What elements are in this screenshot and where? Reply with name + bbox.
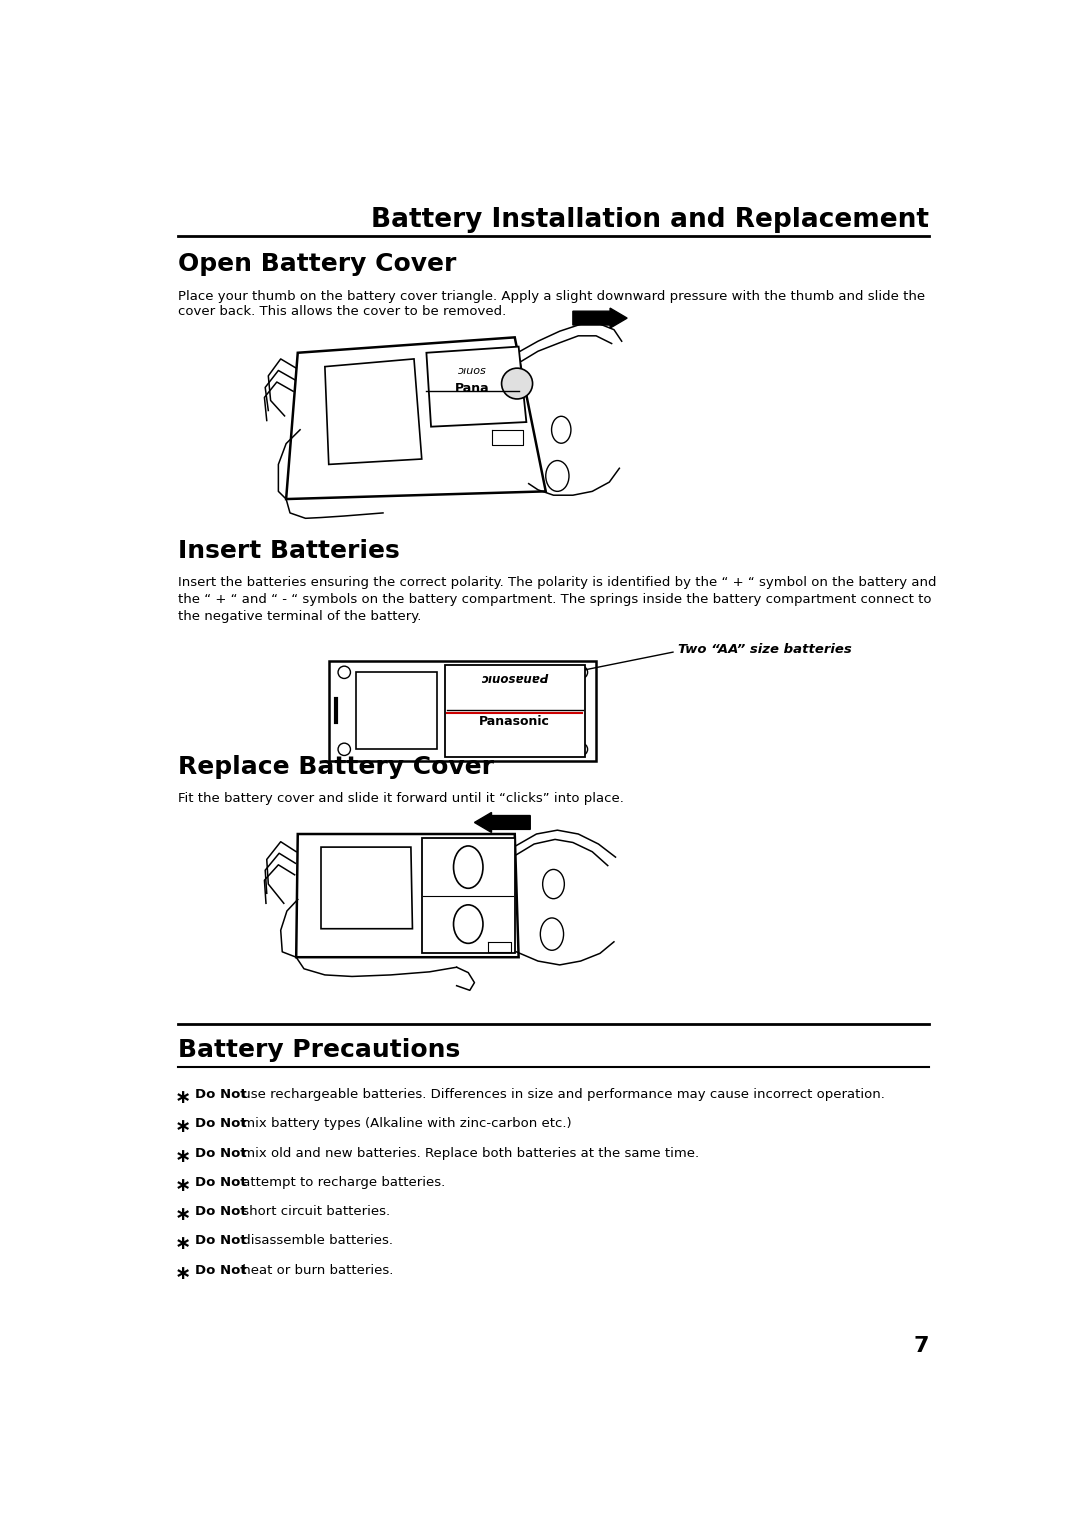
Text: Insert the batteries ensuring the correct polarity. The polarity is identified b: Insert the batteries ensuring the correc…	[177, 576, 936, 590]
Text: ∗: ∗	[175, 1088, 191, 1108]
Polygon shape	[325, 359, 422, 465]
Polygon shape	[328, 660, 596, 761]
Text: Insert Batteries: Insert Batteries	[177, 539, 400, 564]
Text: Do Not: Do Not	[195, 1235, 247, 1247]
Text: Open Battery Cover: Open Battery Cover	[177, 252, 456, 277]
Text: the negative terminal of the battery.: the negative terminal of the battery.	[177, 610, 421, 623]
Text: Battery Precautions: Battery Precautions	[177, 1038, 460, 1062]
Polygon shape	[356, 672, 437, 749]
Text: Replace Battery Cover: Replace Battery Cover	[177, 755, 494, 779]
Text: short circuit batteries.: short circuit batteries.	[238, 1206, 390, 1218]
Text: Do Not: Do Not	[195, 1264, 247, 1277]
Text: Do Not: Do Not	[195, 1206, 247, 1218]
Text: use rechargeable batteries. Differences in size and performance may cause incorr: use rechargeable batteries. Differences …	[238, 1088, 885, 1102]
Text: Place your thumb on the battery cover triangle. Apply a slight downward pressure: Place your thumb on the battery cover tr…	[177, 290, 924, 303]
Text: cover back. This allows the cover to be removed.: cover back. This allows the cover to be …	[177, 306, 505, 318]
Text: Battery Installation and Replacement: Battery Installation and Replacement	[372, 208, 930, 234]
Polygon shape	[321, 847, 413, 929]
Text: Do Not: Do Not	[195, 1177, 247, 1189]
FancyArrow shape	[572, 309, 627, 329]
Text: mix old and new batteries. Replace both batteries at the same time.: mix old and new batteries. Replace both …	[238, 1146, 699, 1160]
Polygon shape	[296, 834, 518, 957]
Text: ∗: ∗	[175, 1264, 191, 1282]
Polygon shape	[445, 665, 584, 756]
Polygon shape	[422, 837, 515, 953]
Text: ∗: ∗	[175, 1146, 191, 1166]
Polygon shape	[286, 338, 545, 500]
Text: Two “AA” size batteries: Two “AA” size batteries	[677, 643, 851, 656]
Text: the “ + “ and “ - “ symbols on the battery compartment. The springs inside the b: the “ + “ and “ - “ symbols on the batte…	[177, 593, 931, 607]
Text: Panasonic: Panasonic	[480, 715, 550, 727]
Text: Do Not: Do Not	[195, 1146, 247, 1160]
FancyArrow shape	[474, 813, 530, 833]
Text: ɔıuosɐuɐԀ: ɔıuosɐuɐԀ	[481, 672, 549, 686]
Text: Do Not: Do Not	[195, 1117, 247, 1131]
Text: attempt to recharge batteries.: attempt to recharge batteries.	[238, 1177, 445, 1189]
Circle shape	[501, 368, 532, 399]
Text: Fit the battery cover and slide it forward until it “clicks” into place.: Fit the battery cover and slide it forwa…	[177, 792, 623, 805]
Text: ∗: ∗	[175, 1117, 191, 1137]
Text: Pana: Pana	[455, 382, 489, 396]
Text: disassemble batteries.: disassemble batteries.	[238, 1235, 393, 1247]
Text: Do Not: Do Not	[195, 1088, 247, 1102]
Text: ∗: ∗	[175, 1177, 191, 1195]
Text: mix battery types (Alkaline with zinc-carbon etc.): mix battery types (Alkaline with zinc-ca…	[238, 1117, 571, 1131]
Text: 7: 7	[914, 1335, 930, 1355]
Polygon shape	[427, 347, 526, 426]
Text: ɔıuos: ɔıuos	[458, 365, 486, 376]
Text: heat or burn batteries.: heat or burn batteries.	[238, 1264, 393, 1277]
Text: ∗: ∗	[175, 1235, 191, 1253]
Text: ∗: ∗	[175, 1206, 191, 1224]
